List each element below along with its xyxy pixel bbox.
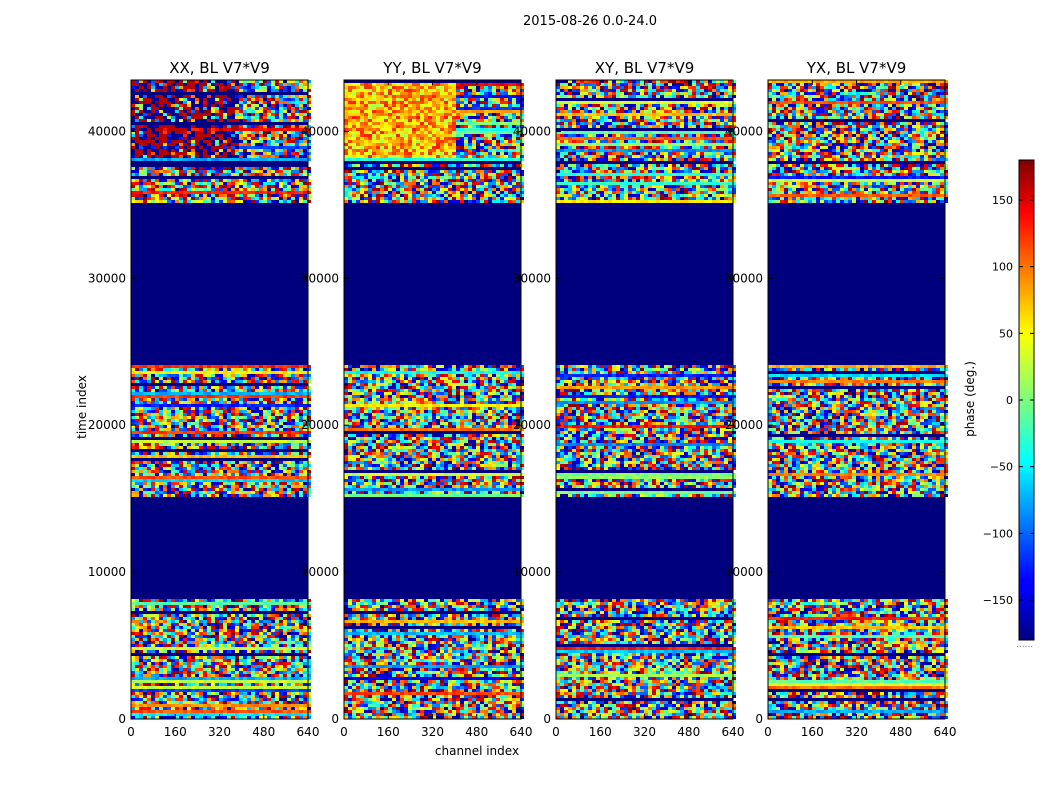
y-tick-label: 20000	[725, 418, 763, 432]
panel-title: YY, BL V7*V9	[382, 59, 481, 77]
colorbar-tick-label: 50	[999, 327, 1013, 340]
x-tick-label: 480	[677, 725, 700, 739]
x-tick-label: 0	[764, 725, 772, 739]
y-tick-label: 10000	[725, 565, 763, 579]
x-tick-label: 320	[208, 725, 231, 739]
y-tick-label: 0	[118, 712, 126, 726]
y-tick-label: 20000	[88, 418, 126, 432]
y-tick-label: 30000	[301, 271, 339, 285]
x-tick-label: 640	[722, 725, 745, 739]
y-tick-label: 10000	[513, 565, 551, 579]
heatmap-cells	[131, 80, 311, 719]
x-tick-label: 480	[465, 725, 488, 739]
colorbar-tick-label: −150	[983, 594, 1013, 607]
x-tick-label: 160	[377, 725, 400, 739]
x-tick-label: 160	[589, 725, 612, 739]
panel-4: YX, BL V7*V9 0 160 320 480 640 0 10000 20000 3000…	[725, 59, 957, 739]
x-tick-label: 320	[421, 725, 444, 739]
x-tick-label: 160	[164, 725, 187, 739]
colorbar-tick-label: −50	[990, 461, 1013, 474]
y-tick-label: 0	[755, 712, 763, 726]
y-tick-label: 40000	[88, 124, 126, 138]
panel-title: XX, BL V7*V9	[169, 59, 270, 77]
y-tick-label: 30000	[88, 271, 126, 285]
panel-title: YX, BL V7*V9	[806, 59, 907, 77]
colorbar-tick-label: 0	[1006, 394, 1013, 407]
panel-3: XY, BL V7*V9 0 160 320 480 640 0 10000 20000 3000…	[513, 59, 745, 739]
x-tick-label: 320	[845, 725, 868, 739]
y-tick-label: 0	[543, 712, 551, 726]
panel-title: XY, BL V7*V9	[595, 59, 695, 77]
heatmap-cells	[768, 80, 948, 719]
x-tick-label: 640	[934, 725, 957, 739]
y-tick-label: 10000	[88, 565, 126, 579]
x-tick-label: 0	[552, 725, 560, 739]
colorbar-tick-label: 100	[992, 261, 1013, 274]
y-tick-label: 30000	[513, 271, 551, 285]
colorbar-tick-label: 150	[992, 194, 1013, 207]
x-tick-label: 0	[340, 725, 348, 739]
figure-title: 2015-08-26 0.0-24.0	[0, 14, 1050, 29]
x-tick-label: 0	[127, 725, 135, 739]
y-tick-label: 20000	[301, 418, 339, 432]
x-tick-label: 160	[801, 725, 824, 739]
panel-1: XX, BL V7*V9 0 160 320 480 640 0 10000 20000 3000…	[88, 59, 320, 739]
x-tick-label: 480	[252, 725, 275, 739]
y-tick-label: 40000	[301, 124, 339, 138]
panel-2: YY, BL V7*V9 0 160 320 480 640 0 10000 20000 3000…	[301, 59, 533, 739]
heatmap-cells	[344, 83, 524, 719]
colorbar-tick-label: −100	[983, 527, 1013, 540]
y-tick-label: 40000	[725, 124, 763, 138]
x-tick-label: 480	[889, 725, 912, 739]
y-tick-label: 0	[331, 712, 339, 726]
x-tick-label: 640	[510, 725, 533, 739]
heatmap-cells	[556, 80, 736, 719]
y-tick-label: 20000	[513, 418, 551, 432]
y-tick-label: 30000	[725, 271, 763, 285]
x-tick-label: 320	[633, 725, 656, 739]
x-axis-label: channel index	[412, 744, 542, 758]
y-tick-label: 40000	[513, 124, 551, 138]
colorbar-dots: ......	[1016, 640, 1033, 650]
x-tick-label: 640	[297, 725, 320, 739]
y-tick-label: 10000	[301, 565, 339, 579]
